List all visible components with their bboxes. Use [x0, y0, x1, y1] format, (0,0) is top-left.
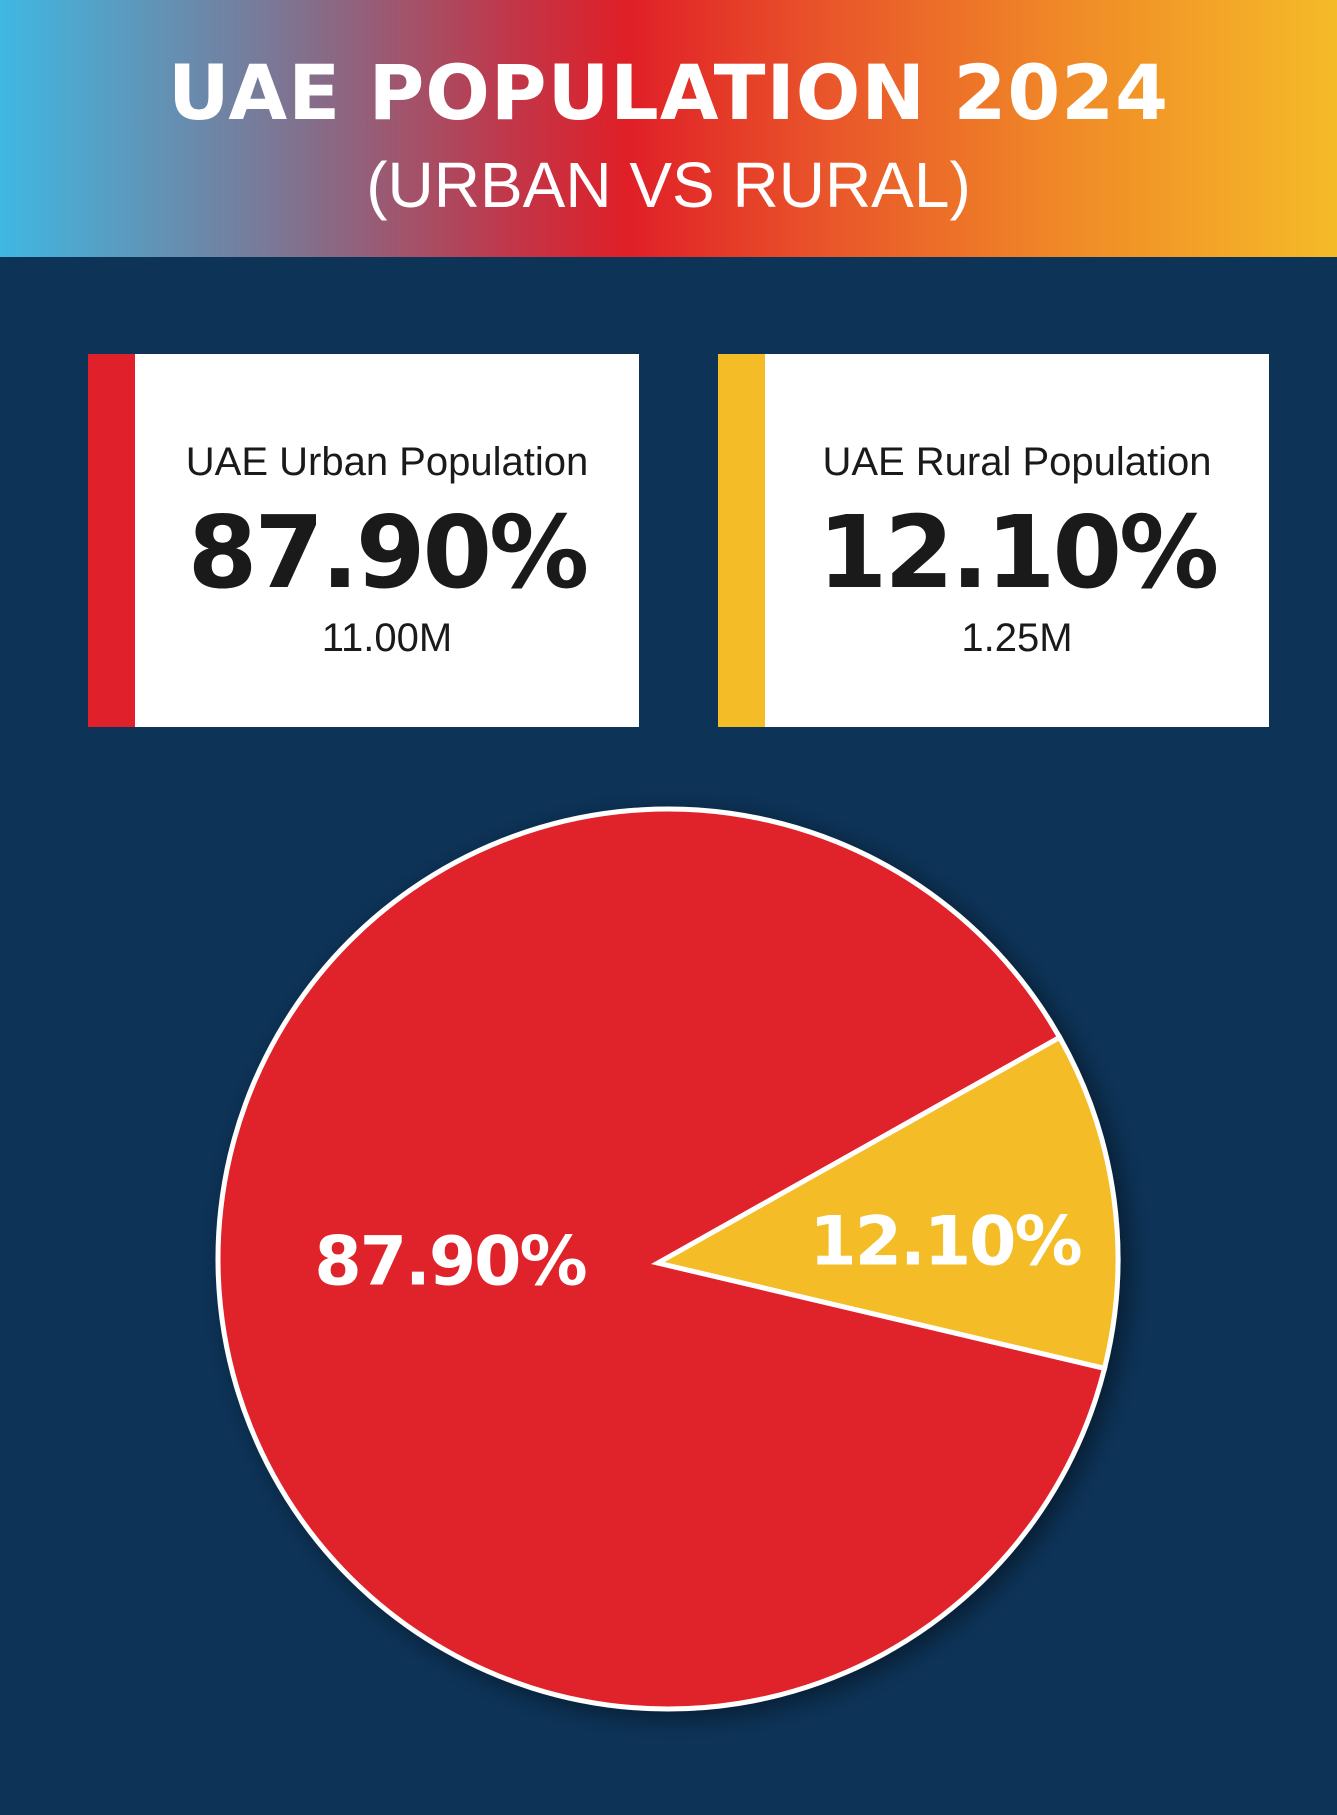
urban-value: 11.00M — [321, 616, 453, 660]
urban-accent-bar — [88, 354, 135, 727]
rural-value: 1.25M — [961, 616, 1073, 660]
rural-card: UAE Rural Population 12.10% 1.25M — [718, 354, 1269, 727]
page-subtitle: (URBAN VS RURAL) — [366, 149, 971, 221]
page-title: UAE POPULATION 2024 — [168, 48, 1169, 137]
pie-label-urban: 87.90% — [314, 1223, 585, 1302]
rural-label: UAE Rural Population — [822, 440, 1212, 484]
pie-label-rural: 12.10% — [809, 1203, 1080, 1282]
header-banner: UAE POPULATION 2024 (URBAN VS RURAL) — [0, 0, 1337, 257]
urban-card: UAE Urban Population 87.90% 11.00M — [88, 354, 639, 727]
pie-slice-rural — [651, 1034, 1121, 1372]
rural-accent-bar — [718, 354, 765, 727]
urban-percent: 87.90% — [187, 494, 590, 611]
rural-percent: 12.10% — [817, 494, 1220, 611]
urban-label: UAE Urban Population — [185, 440, 589, 484]
pie-chart: 87.90% 12.10% — [215, 806, 1121, 1712]
